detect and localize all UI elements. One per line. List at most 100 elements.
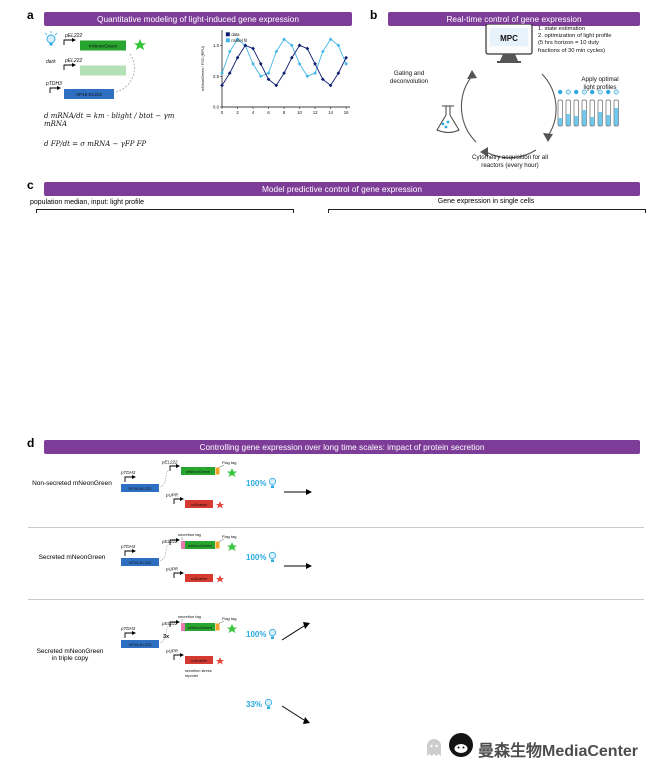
- panel-a-label: a: [27, 8, 34, 22]
- row-secreted-label: Secreted mNeonGreen: [38, 554, 106, 561]
- panel-a-header: Quantitative modeling of light-induced g…: [44, 12, 352, 26]
- vp16-label: VP16-EL222: [129, 642, 152, 647]
- single-cells-subtitle: Gene expression in single cells: [437, 198, 535, 205]
- ptdh3-label: pTDH3: [120, 626, 136, 631]
- flag-tag-label: Flag tag: [222, 460, 236, 465]
- flag-tag-label: Flag tag: [222, 616, 236, 621]
- flag-tag-icon: [215, 541, 220, 549]
- stress-reporter-label-2: reporter: [185, 674, 199, 678]
- pct-value: 100%: [246, 552, 267, 562]
- svg-text:0: 0: [221, 110, 224, 115]
- row-non-secreted-label: Non-secreted mNeonGreen: [32, 480, 112, 487]
- secretion-tag-icon: [181, 623, 185, 631]
- svg-text:16: 16: [344, 110, 349, 115]
- triple-copy-label: 3x: [163, 634, 170, 640]
- dark-label: dark: [46, 59, 56, 65]
- pct-value: 100%: [246, 478, 267, 488]
- apply-light-text: Apply optimal light profiles: [581, 76, 619, 91]
- schematic-secreted: pTDH3 VP16-EL222 pEL222 secretion tag mN…: [120, 532, 237, 583]
- cycle-arrow-right-icon: [541, 73, 557, 142]
- light-bulb-icon: [264, 698, 273, 709]
- red-star-icon: [216, 657, 224, 665]
- secretion-pct-row3-top: 100%: [246, 628, 277, 640]
- row-triple-copy-label: Secreted mNeonGreen in triple copy: [36, 648, 104, 662]
- arrow-to-plot-row2: [284, 563, 312, 569]
- green-star-icon: [227, 542, 237, 551]
- schematic-non-secreted: pTDH3 VP16-EL222 pEL222 mNeonGreen Flag …: [120, 460, 237, 509]
- pel222-label: pEL222: [64, 33, 82, 39]
- green-star-icon: [227, 624, 237, 633]
- secretion-tag-label: secretion tag: [178, 532, 201, 537]
- mscarlet-label: mScarlet: [191, 502, 208, 507]
- panel-d-label: d: [27, 436, 35, 450]
- mneon-label: mNeonGreen: [188, 543, 212, 548]
- row-divider-1: [28, 527, 644, 528]
- secretion-tag-label: secretion tag: [178, 614, 201, 619]
- row-divider-2: [28, 599, 644, 600]
- flag-tag-label: Flag tag: [222, 534, 236, 539]
- svg-text:0.0: 0.0: [213, 105, 220, 110]
- brand-logo-icon: [449, 733, 473, 757]
- svg-text:8: 8: [283, 110, 286, 115]
- svg-text:10: 10: [297, 110, 302, 115]
- cytometry-text: Cytometry acquisition for all reactors (…: [472, 154, 548, 169]
- secretion-tag-icon: [181, 541, 185, 549]
- reactor-tubes-icon: [557, 89, 619, 127]
- mpc-computer-icon: MPC: [485, 24, 533, 63]
- vp16-label: VP16-EL222: [129, 560, 152, 565]
- light-bulb-icon: [269, 628, 277, 639]
- panel-b-header: Real-time control of gene expression: [388, 12, 640, 26]
- arrow-to-plot-row3-bottom: [281, 705, 310, 724]
- ptdh3-label: pTDH3: [120, 544, 136, 549]
- pupr-label: pUPR: [165, 567, 179, 572]
- red-star-icon: [216, 575, 224, 583]
- pel222-label: pEL222: [161, 621, 178, 626]
- svg-text:6: 6: [267, 110, 270, 115]
- flag-tag-icon: [215, 623, 220, 631]
- mscarlet-label: mScarlet: [191, 576, 208, 581]
- svg-text:1.0: 1.0: [213, 43, 220, 48]
- svg-text:data: data: [231, 32, 240, 37]
- svg-text:2: 2: [236, 110, 239, 115]
- pct-value: 33%: [246, 699, 263, 709]
- secretion-pct-row1: 100%: [246, 477, 277, 489]
- mscarlet-label: mScarlet: [191, 658, 208, 663]
- flag-tag-icon: [215, 467, 220, 475]
- arrow-to-plot-row3-top: [281, 622, 310, 641]
- chart-light-input-a: [198, 120, 354, 172]
- watermark-text: 曼森生物MediaCenter: [478, 743, 639, 760]
- arrow-to-plot-row1: [284, 489, 312, 495]
- pel222-label: pEL222: [161, 460, 178, 465]
- schematic-triple-copy: pTDH3 VP16-EL222 3x pEL222 secretion tag…: [120, 614, 237, 678]
- light-bulb-icon: [269, 551, 277, 562]
- right-bracket: [328, 209, 646, 213]
- panel-b-label: b: [370, 8, 378, 22]
- gating-text: Gating and deconvolution: [389, 70, 429, 85]
- pct-value: 100%: [246, 629, 267, 639]
- mneongreen-label: mNeonGreen: [89, 44, 118, 50]
- chart-model-fit: 0 2 4 6 8 10 12 14 16 0.0 0.5 1.0 mNeonGreen / FSC (…: [201, 30, 350, 115]
- mpc-steps-text: 1. state estimation 2. optimization of l…: [538, 26, 612, 54]
- red-star-icon: [216, 501, 224, 509]
- mpc-label: MPC: [500, 34, 518, 43]
- vp16-label: VP16-EL222: [129, 486, 152, 491]
- fp-equation: d FP/dt = σ mRNA − γFP FP: [44, 140, 147, 148]
- secretion-pct-row3-bottom: 33%: [246, 698, 273, 710]
- pupr-label: pUPR: [165, 649, 179, 654]
- ptdh3-label: pTDH3: [120, 470, 136, 475]
- fluorescence-star-icon: [134, 39, 146, 50]
- pel222-dark-label: pEL222: [64, 58, 82, 64]
- ptdh3-label: pTDH3: [45, 81, 62, 87]
- ghost-icon: [427, 739, 441, 756]
- svg-text:0.5: 0.5: [213, 74, 220, 79]
- pupr-label: pUPR: [165, 493, 179, 498]
- secretion-pct-row2: 100%: [246, 551, 277, 563]
- control-loop-diagram: MPC: [436, 24, 619, 159]
- light-bulb-icon: [269, 477, 277, 488]
- vp16-el222-label: VP16-EL222: [76, 92, 102, 97]
- cytometer-flask-icon: [436, 105, 460, 133]
- svg-text:model fit: model fit: [231, 38, 248, 43]
- stress-reporter-label-1: secretion stress: [185, 669, 212, 673]
- light-bulb-icon: [44, 31, 58, 46]
